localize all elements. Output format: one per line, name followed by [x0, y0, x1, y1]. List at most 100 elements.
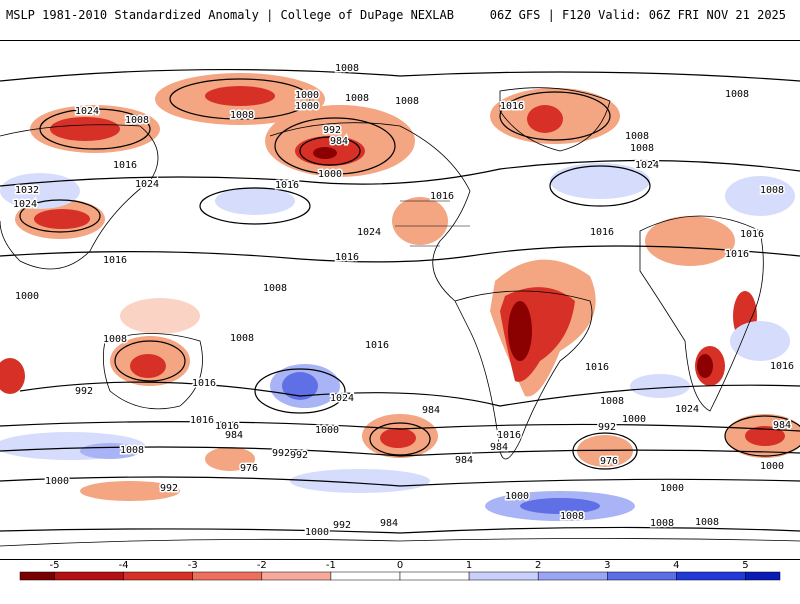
- isobar-label: 992: [272, 448, 290, 459]
- colorbar-tick-label: -4: [119, 560, 129, 571]
- colorbar-tick-label: 5: [742, 560, 748, 571]
- isobar-label: 984: [455, 455, 473, 466]
- colorbar-tick-label: -5: [50, 560, 60, 571]
- country-borders: [395, 200, 470, 247]
- colorbar-bin: [537, 571, 608, 581]
- anomaly-mexico: [392, 197, 448, 245]
- isobar-label: 992: [290, 450, 308, 461]
- isobar-label: 1000: [295, 90, 319, 101]
- isobar-label: 1008: [395, 96, 419, 107]
- isobar-label: 1008: [335, 63, 359, 74]
- colorbar-bins: [19, 571, 781, 581]
- isobar-label: 1024: [330, 393, 354, 404]
- isobar-label: 984: [773, 420, 791, 431]
- isobar-label: 1008: [103, 334, 127, 345]
- isobar-label: 1000: [318, 169, 342, 180]
- colorbar-bin: [745, 571, 781, 581]
- anomaly-colorbar: -5 -4 -3 -2 -1 0 1 2 3 4 5: [0, 560, 800, 600]
- isobar-label: 1016: [725, 249, 749, 260]
- isobar-label: 1016: [430, 191, 454, 202]
- isobar-label: 1000: [505, 491, 529, 502]
- isobar-label: 1024: [357, 227, 381, 238]
- isobar-label: 1024: [135, 179, 159, 190]
- anomaly-azores: [550, 163, 650, 199]
- coast-asia: [0, 124, 159, 270]
- colorbar-bin: [19, 571, 55, 581]
- isobar-label: 992: [333, 520, 351, 531]
- isobar-label: 984: [490, 442, 508, 453]
- isobar-label: 1032: [15, 185, 39, 196]
- isobar-label: 1016: [215, 421, 239, 432]
- colorbar-tick-label: 1: [466, 560, 472, 571]
- isobar-label: 992: [160, 483, 178, 494]
- isobar-label: 1008: [230, 110, 254, 121]
- isobar-label: 1024: [635, 160, 659, 171]
- coast-africa: [639, 215, 764, 412]
- anomaly-north-africa: [645, 216, 735, 266]
- isobar-label: 1016: [275, 180, 299, 191]
- colorbar-tick-label: 4: [673, 560, 679, 571]
- isobar-label: 1000: [622, 414, 646, 425]
- isobar-label: 1000: [660, 483, 684, 494]
- isobar-label: 1016: [103, 255, 127, 266]
- isobar-label: 1008: [230, 333, 254, 344]
- isobar-label: 1024: [13, 199, 37, 210]
- isobar-label: 1008: [345, 93, 369, 104]
- isobar-label: 992: [323, 125, 341, 136]
- anomaly-north-pacific-high: [215, 187, 295, 215]
- colorbar-tick-label: -2: [257, 560, 267, 571]
- colorbar-bin: [261, 571, 332, 581]
- coast-south-america: [454, 290, 593, 460]
- isobar-label: 984: [225, 430, 243, 441]
- isobar-label: 1008: [600, 396, 624, 407]
- isobar-label: 1008: [120, 445, 144, 456]
- isobar-label: 1000: [295, 101, 319, 112]
- product-title: MSLP 1981-2010 Standardized Anomaly | Co…: [6, 8, 454, 22]
- isobar-label: 984: [422, 405, 440, 416]
- header-bar: MSLP 1981-2010 Standardized Anomaly | Co…: [0, 0, 800, 34]
- isobars: [0, 68, 800, 534]
- anomaly-south-atlantic: [577, 435, 633, 467]
- anomaly-siberian-high: [0, 173, 80, 209]
- isobar-label: 1016: [500, 101, 524, 112]
- colorbar-canvas: -5 -4 -3 -2 -1 0 1 2 3 4 5: [19, 560, 781, 581]
- isobar-label: 984: [380, 518, 398, 529]
- colorbar-bin: [123, 571, 193, 581]
- isobar-label: 1008: [625, 131, 649, 142]
- isobar-label: 1008: [650, 518, 674, 529]
- isobar-label: 1000: [15, 291, 39, 302]
- colorbar-bin: [399, 571, 470, 581]
- isobar-label: 1016: [192, 378, 216, 389]
- isobar-label: 992: [75, 386, 93, 397]
- isobar-label: 1016: [590, 227, 614, 238]
- model-run-valid-time: 06Z GFS | F120 Valid: 06Z FRI NOV 21 202…: [489, 8, 786, 22]
- coast-antarctica: [0, 538, 800, 547]
- isobar-label: 1016: [190, 415, 214, 426]
- coast-australia: [102, 333, 203, 410]
- isobar-label: 1008: [760, 185, 784, 196]
- coast-greenland: [499, 87, 611, 152]
- isobar-label: 1008: [560, 511, 584, 522]
- colorbar-bin: [54, 571, 124, 581]
- colorbar-bin: [607, 571, 677, 581]
- isobar-label: 1016: [740, 229, 764, 240]
- isobar-label: 1000: [315, 425, 339, 436]
- colorbar-bin: [468, 571, 539, 581]
- colorbar-tick-label: 0: [397, 560, 403, 571]
- negative-anomaly-shading: [0, 73, 800, 501]
- isobar-label: 1008: [263, 283, 287, 294]
- isobar-label: 984: [330, 136, 348, 147]
- colorbar-tick-label: 2: [535, 560, 541, 571]
- isobar-label: 1016: [770, 361, 794, 372]
- isobar-label: 1016: [365, 340, 389, 351]
- colorbar-tick-label: 3: [604, 560, 610, 571]
- isobar-label: 1016: [497, 430, 521, 441]
- isobar-label: 1000: [305, 527, 329, 538]
- isobar-label: 1024: [75, 106, 99, 117]
- isobar-label: 1016: [335, 252, 359, 263]
- isobar-label: 976: [600, 456, 618, 467]
- colorbar-bin: [192, 571, 263, 581]
- isobar-label: 992: [598, 422, 616, 433]
